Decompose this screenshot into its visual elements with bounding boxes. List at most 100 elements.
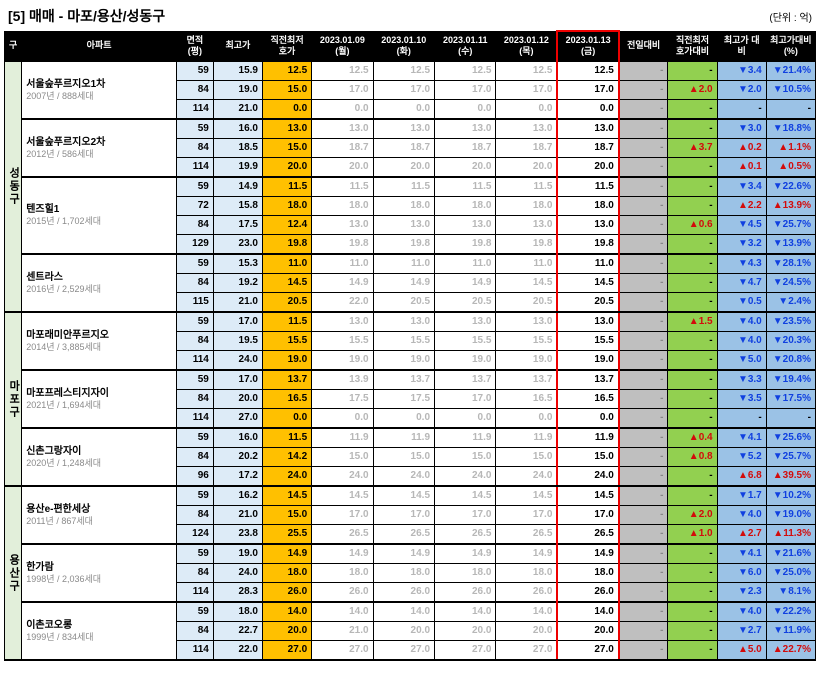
day-cell: 20.0 bbox=[435, 622, 496, 641]
apartment-cell: 서울숲푸르지오2차2012년 / 586세대 bbox=[22, 119, 177, 177]
vs-high-cell: ▲5.0 bbox=[717, 641, 766, 661]
day-cell: 0.0 bbox=[435, 409, 496, 429]
vs-prev-day-cell: - bbox=[619, 390, 668, 409]
area-cell: 59 bbox=[177, 486, 214, 506]
day-cell: 14.5 bbox=[557, 274, 618, 293]
day-cell: 14.5 bbox=[373, 486, 434, 506]
day-cell: 27.0 bbox=[312, 641, 373, 661]
day-cell: 17.0 bbox=[496, 81, 557, 100]
high-cell: 28.3 bbox=[213, 583, 262, 603]
apartment-sub: 2007년 / 888세대 bbox=[26, 91, 173, 102]
day-cell: 26.0 bbox=[312, 583, 373, 603]
table-row: 서울숲푸르지오2차2012년 / 586세대5916.013.013.013.0… bbox=[5, 119, 816, 139]
day-cell: 11.9 bbox=[557, 428, 618, 448]
day-cell: 0.0 bbox=[435, 100, 496, 120]
vs-prev-day-cell: - bbox=[619, 235, 668, 255]
day-cell: 24.0 bbox=[373, 467, 434, 487]
day-cell: 15.5 bbox=[496, 332, 557, 351]
day-cell: 20.5 bbox=[557, 293, 618, 313]
day-cell: 20.5 bbox=[435, 293, 496, 313]
table-row: 이촌코오롱1999년 / 834세대5918.014.014.014.014.0… bbox=[5, 602, 816, 622]
apartment-cell: 마포래미안푸르지오2014년 / 3,885세대 bbox=[22, 312, 177, 370]
vs-high-pct-cell: - bbox=[766, 100, 815, 120]
day-cell: 26.0 bbox=[435, 583, 496, 603]
vs-high-cell: ▼3.3 bbox=[717, 370, 766, 390]
vs-prev-low-cell: - bbox=[668, 467, 717, 487]
high-cell: 17.5 bbox=[213, 216, 262, 235]
area-cell: 72 bbox=[177, 197, 214, 216]
apartment-sub: 2014년 / 3,885세대 bbox=[26, 342, 173, 353]
prev-low-cell: 15.0 bbox=[263, 81, 312, 100]
area-cell: 59 bbox=[177, 254, 214, 274]
high-cell: 16.2 bbox=[213, 486, 262, 506]
high-cell: 21.0 bbox=[213, 293, 262, 313]
day-cell: 13.7 bbox=[373, 370, 434, 390]
day-cell: 11.0 bbox=[435, 254, 496, 274]
day-cell: 17.5 bbox=[373, 390, 434, 409]
area-cell: 84 bbox=[177, 506, 214, 525]
high-cell: 27.0 bbox=[213, 409, 262, 429]
day-cell: 11.0 bbox=[496, 254, 557, 274]
vs-prev-day-cell: - bbox=[619, 119, 668, 139]
vs-prev-low-cell: - bbox=[668, 564, 717, 583]
high-cell: 15.3 bbox=[213, 254, 262, 274]
apartment-name: 한가람 bbox=[26, 562, 173, 574]
hdr-apt: 아파트 bbox=[22, 31, 177, 61]
day-cell: 19.8 bbox=[557, 235, 618, 255]
vs-high-pct-cell: ▲0.5% bbox=[766, 158, 815, 178]
vs-high-pct-cell: ▼10.2% bbox=[766, 486, 815, 506]
prev-low-cell: 13.7 bbox=[263, 370, 312, 390]
vs-prev-day-cell: - bbox=[619, 428, 668, 448]
high-cell: 23.8 bbox=[213, 525, 262, 545]
vs-high-cell: ▲2.7 bbox=[717, 525, 766, 545]
apartment-name: 마포래미안푸르지오 bbox=[26, 330, 173, 342]
day-cell: 11.9 bbox=[435, 428, 496, 448]
vs-prev-day-cell: - bbox=[619, 544, 668, 564]
apartment-name: 신촌그랑자이 bbox=[26, 446, 173, 458]
area-cell: 129 bbox=[177, 235, 214, 255]
day-cell: 13.0 bbox=[435, 312, 496, 332]
vs-high-cell: ▼4.0 bbox=[717, 506, 766, 525]
vs-prev-low-cell: - bbox=[668, 641, 717, 661]
day-cell: 17.0 bbox=[557, 506, 618, 525]
high-cell: 14.9 bbox=[213, 177, 262, 197]
day-cell: 11.0 bbox=[557, 254, 618, 274]
day-cell: 17.0 bbox=[435, 390, 496, 409]
high-cell: 22.7 bbox=[213, 622, 262, 641]
day-cell: 0.0 bbox=[496, 100, 557, 120]
apartment-cell: 용산e-편한세상2011년 / 867세대 bbox=[22, 486, 177, 544]
high-cell: 15.8 bbox=[213, 197, 262, 216]
vs-prev-low-cell: - bbox=[668, 602, 717, 622]
day-cell: 13.0 bbox=[373, 119, 434, 139]
vs-high-pct-cell: ▼23.5% bbox=[766, 312, 815, 332]
day-cell: 27.0 bbox=[435, 641, 496, 661]
vs-prev-day-cell: - bbox=[619, 622, 668, 641]
area-cell: 115 bbox=[177, 293, 214, 313]
day-cell: 20.0 bbox=[557, 622, 618, 641]
prev-low-cell: 11.0 bbox=[263, 254, 312, 274]
vs-high-cell: ▲6.8 bbox=[717, 467, 766, 487]
apartment-name: 센트라스 bbox=[26, 272, 173, 284]
day-cell: 14.5 bbox=[496, 486, 557, 506]
day-cell: 12.5 bbox=[435, 61, 496, 81]
vs-high-cell: - bbox=[717, 100, 766, 120]
day-cell: 13.0 bbox=[373, 216, 434, 235]
day-cell: 17.0 bbox=[373, 506, 434, 525]
vs-high-pct-cell: ▼13.9% bbox=[766, 235, 815, 255]
vs-high-cell: ▼6.0 bbox=[717, 564, 766, 583]
day-cell: 17.0 bbox=[496, 506, 557, 525]
prev-low-cell: 16.5 bbox=[263, 390, 312, 409]
prev-low-cell: 24.0 bbox=[263, 467, 312, 487]
day-cell: 18.7 bbox=[373, 139, 434, 158]
vs-high-cell: ▼4.1 bbox=[717, 428, 766, 448]
day-cell: 18.0 bbox=[496, 564, 557, 583]
vs-high-pct-cell: ▼10.5% bbox=[766, 81, 815, 100]
apartment-name: 이촌코오롱 bbox=[26, 620, 173, 632]
vs-high-cell: ▼4.3 bbox=[717, 254, 766, 274]
vs-high-pct-cell: ▼22.2% bbox=[766, 602, 815, 622]
vs-high-pct-cell: ▼2.4% bbox=[766, 293, 815, 313]
day-cell: 20.0 bbox=[496, 622, 557, 641]
prev-low-cell: 11.5 bbox=[263, 428, 312, 448]
area-cell: 84 bbox=[177, 332, 214, 351]
day-cell: 15.0 bbox=[496, 448, 557, 467]
